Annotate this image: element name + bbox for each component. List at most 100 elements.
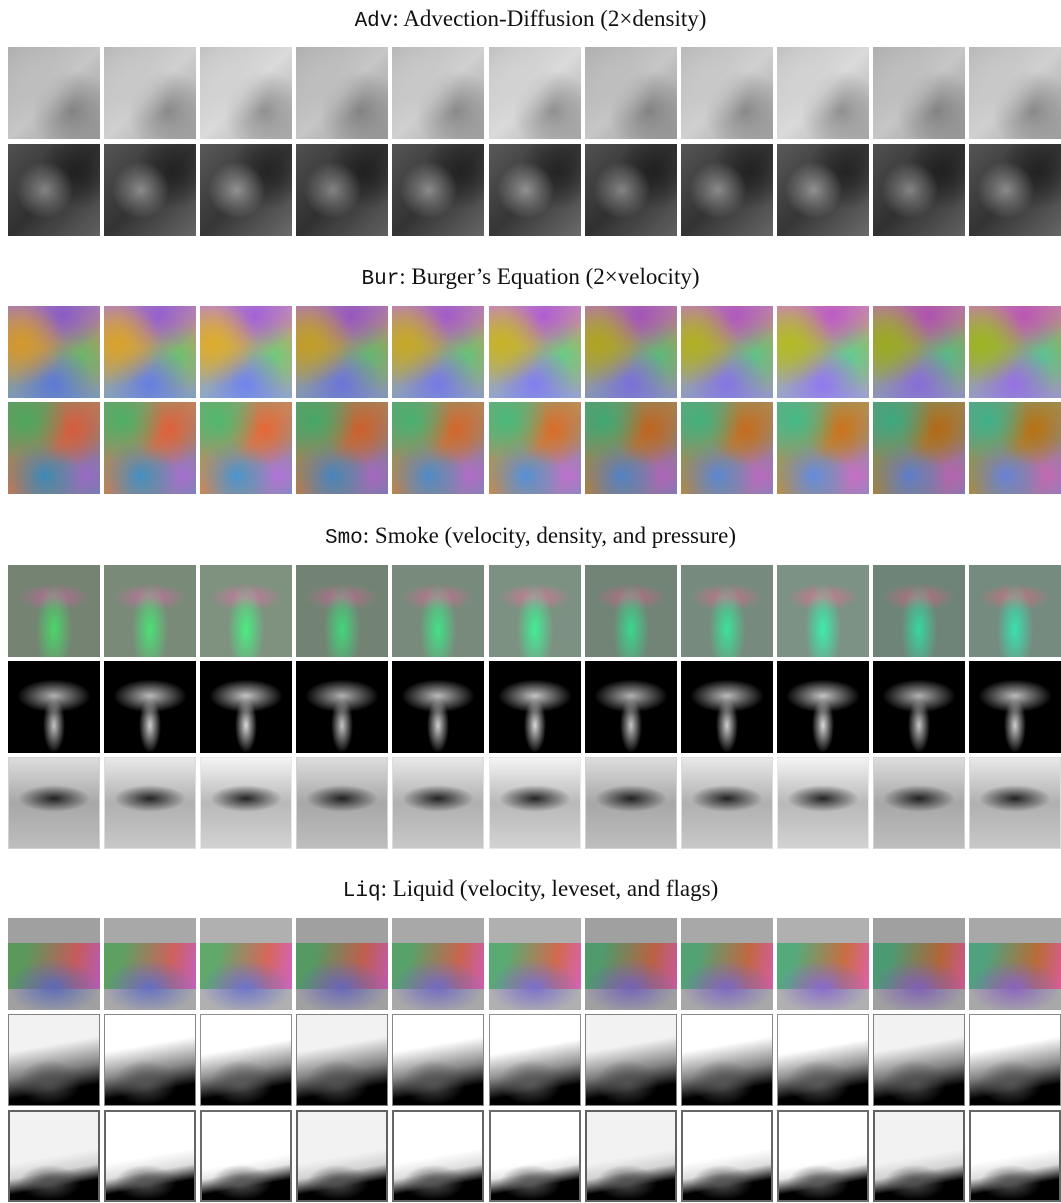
- section-code: Smo: [325, 527, 363, 550]
- image-tile: [969, 47, 1061, 139]
- image-tile: [200, 661, 292, 753]
- image-tile: [969, 1014, 1061, 1106]
- section-caption: : Liquid (velocity, leveset, and flags): [381, 876, 719, 901]
- image-tile: [8, 918, 100, 1010]
- image-tile: [777, 1110, 869, 1202]
- image-tile: [585, 565, 677, 657]
- section-title: Adv: Advection-Diffusion (2×density): [0, 6, 1061, 33]
- image-tile: [296, 757, 388, 849]
- image-tile: [392, 918, 484, 1010]
- image-tile: [489, 402, 581, 494]
- image-tile: [585, 1110, 677, 1202]
- section-caption: : Burger’s Equation (2×velocity): [399, 264, 699, 289]
- image-tile: [585, 402, 677, 494]
- image-tile: [8, 565, 100, 657]
- image-tile: [392, 306, 484, 398]
- image-tile: [392, 757, 484, 849]
- image-tile: [777, 565, 869, 657]
- image-tile: [681, 1110, 773, 1202]
- image-tile: [585, 661, 677, 753]
- image-tile: [777, 661, 869, 753]
- section-code: Adv: [355, 10, 393, 33]
- image-tile: [681, 757, 773, 849]
- image-tile: [104, 144, 196, 236]
- image-tile: [489, 565, 581, 657]
- image-tile: [296, 144, 388, 236]
- image-tile: [200, 47, 292, 139]
- image-tile: [969, 661, 1061, 753]
- image-tile: [104, 565, 196, 657]
- image-tile: [873, 661, 965, 753]
- image-tile: [200, 306, 292, 398]
- image-tile: [104, 402, 196, 494]
- image-tile: [777, 402, 869, 494]
- image-tile: [8, 306, 100, 398]
- image-tile: [777, 47, 869, 139]
- image-tile: [873, 918, 965, 1010]
- image-tile: [392, 1014, 484, 1106]
- image-tile: [489, 661, 581, 753]
- image-tile: [296, 565, 388, 657]
- image-tile: [681, 1014, 773, 1106]
- image-tile: [873, 1110, 965, 1202]
- image-tile: [8, 757, 100, 849]
- image-tile: [969, 402, 1061, 494]
- section-title: Bur: Burger’s Equation (2×velocity): [0, 264, 1061, 291]
- image-tile: [104, 918, 196, 1010]
- image-tile: [296, 1110, 388, 1202]
- image-tile: [489, 306, 581, 398]
- image-tile: [681, 402, 773, 494]
- image-tile: [8, 402, 100, 494]
- image-tile: [969, 757, 1061, 849]
- image-tile: [392, 1110, 484, 1202]
- image-tile: [104, 757, 196, 849]
- image-tile: [8, 661, 100, 753]
- image-tile: [200, 918, 292, 1010]
- image-tile: [969, 306, 1061, 398]
- section-caption: : Advection-Diffusion (2×density): [392, 6, 706, 31]
- image-tile: [681, 918, 773, 1010]
- image-tile: [585, 47, 677, 139]
- image-tile: [873, 757, 965, 849]
- image-tile: [104, 1014, 196, 1106]
- image-tile: [489, 757, 581, 849]
- image-tile: [296, 918, 388, 1010]
- image-tile: [296, 306, 388, 398]
- image-tile: [777, 757, 869, 849]
- image-tile: [585, 918, 677, 1010]
- image-tile: [104, 661, 196, 753]
- image-tile: [873, 1014, 965, 1106]
- image-tile: [681, 306, 773, 398]
- image-tile: [681, 47, 773, 139]
- image-tile: [489, 1014, 581, 1106]
- image-tile: [8, 144, 100, 236]
- image-tile: [200, 757, 292, 849]
- image-tile: [296, 1014, 388, 1106]
- image-tile: [392, 565, 484, 657]
- image-tile: [392, 402, 484, 494]
- image-tile: [489, 144, 581, 236]
- image-tile: [104, 47, 196, 139]
- image-tile: [777, 1014, 869, 1106]
- image-tile: [489, 1110, 581, 1202]
- image-tile: [296, 661, 388, 753]
- image-tile: [296, 402, 388, 494]
- image-tile: [777, 918, 869, 1010]
- image-tile: [392, 661, 484, 753]
- image-tile: [969, 565, 1061, 657]
- image-tile: [873, 47, 965, 139]
- image-tile: [489, 47, 581, 139]
- image-tile: [681, 661, 773, 753]
- image-tile: [873, 402, 965, 494]
- image-tile: [104, 1110, 196, 1202]
- section-code: Bur: [361, 268, 399, 291]
- image-tile: [296, 47, 388, 139]
- image-tile: [777, 144, 869, 236]
- image-tile: [392, 144, 484, 236]
- image-tile: [681, 565, 773, 657]
- figure: Adv: Advection-Diffusion (2×density) Bur:…: [0, 0, 1061, 1203]
- image-tile: [777, 306, 869, 398]
- image-tile: [489, 918, 581, 1010]
- image-tile: [585, 306, 677, 398]
- image-tile: [873, 306, 965, 398]
